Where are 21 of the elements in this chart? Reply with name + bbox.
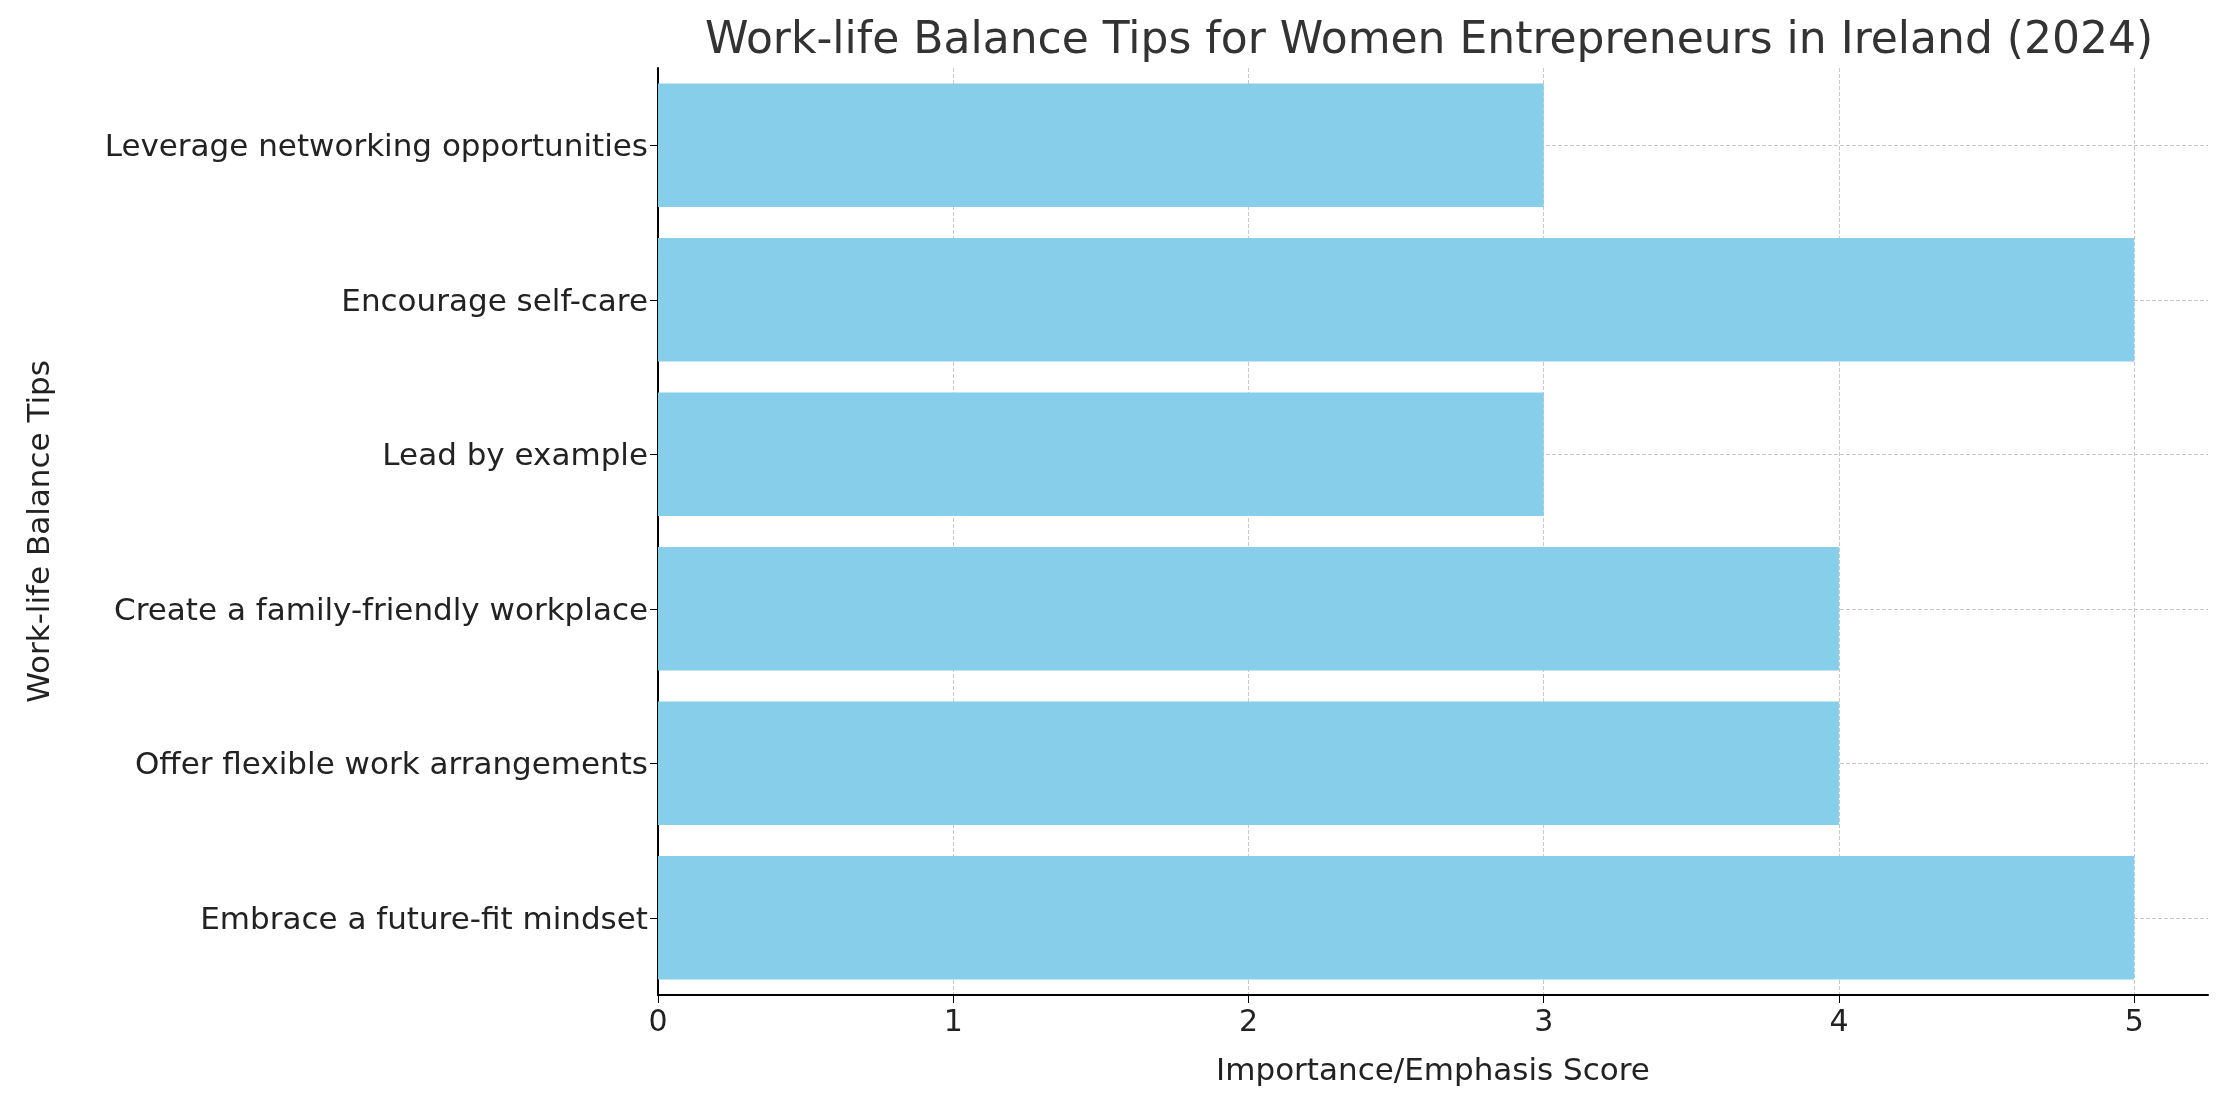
y-tick-label: Lead by example (382, 436, 648, 473)
y-tick-label: Leverage networking opportunities (104, 127, 648, 164)
y-tick-label: Encourage self-care (341, 281, 648, 318)
bar (658, 546, 1839, 671)
x-tick-label: 0 (648, 1002, 668, 1038)
chart-title: Work-life Balance Tips for Women Entrepreneurs in Ireland (2024) (705, 11, 2154, 63)
x-tick-label: 2 (1238, 1002, 1259, 1038)
x-tick-label: 3 (1534, 1002, 1554, 1038)
bar (658, 237, 2135, 362)
y-tick-label: Embrace a future-fit mindset (200, 899, 648, 936)
bar (658, 855, 2135, 980)
x-tick-label: 5 (2124, 1002, 2144, 1038)
bar (658, 83, 1544, 208)
x-tick-label: 4 (1829, 1002, 1849, 1038)
bar (658, 701, 1839, 826)
x-axis-title: Importance/Emphasis Score (1216, 1050, 1650, 1087)
y-axis-title: Work-life Balance Tips (19, 360, 56, 703)
x-tick-label: 1 (943, 1002, 963, 1038)
y-tick-label: Create a family-friendly workplace (114, 590, 648, 627)
y-tick-label: Offer flexible work arrangements (134, 745, 648, 782)
bar (658, 392, 1544, 517)
